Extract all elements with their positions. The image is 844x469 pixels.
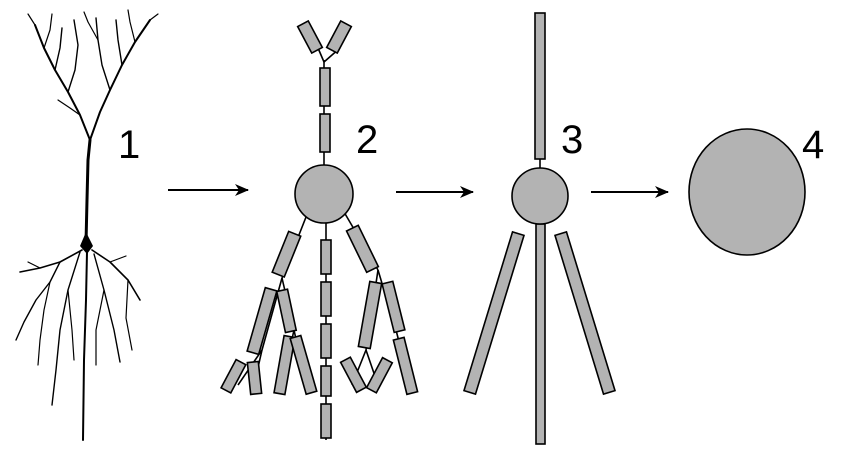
basal-compartment [535, 223, 546, 445]
basal-compartment [273, 334, 296, 396]
reduced-compartment-model [462, 12, 617, 445]
basal-compartment [320, 365, 332, 397]
apical-compartment [319, 113, 331, 153]
basal-compartment [275, 288, 298, 334]
basal-compartment [357, 280, 383, 350]
basal-compartment [381, 280, 406, 334]
pyramidal-neuron-drawing [15, 9, 159, 441]
basal-compartment [246, 286, 278, 356]
multi-compartment-model [219, 19, 419, 440]
basal-compartment [339, 356, 368, 394]
basal-compartment [320, 239, 332, 275]
basal-compartment [219, 358, 247, 395]
basal-compartment [365, 356, 394, 394]
panel-label-2: 2 [356, 118, 378, 162]
soma-compartment [294, 164, 354, 224]
panel-label-3: 3 [561, 118, 583, 162]
panel-label-1: 1 [118, 123, 140, 167]
apical-compartment [319, 67, 331, 107]
basal-compartment [246, 360, 263, 396]
soma-compartment [511, 167, 569, 225]
point-neuron-model [688, 128, 806, 256]
basal-compartment [320, 281, 332, 317]
soma [80, 232, 93, 254]
panel-label-4: 4 [802, 123, 824, 167]
basal-compartment [392, 336, 419, 396]
basal-compartment [462, 230, 526, 396]
basal-compartment [320, 403, 332, 439]
basal-compartment [271, 230, 302, 279]
point-compartment [688, 128, 806, 256]
tuft-compartment [325, 19, 353, 55]
basal-compartment [289, 334, 318, 396]
basal-compartment [553, 230, 617, 396]
tuft-compartment [296, 19, 324, 55]
basal-compartment [345, 224, 380, 274]
apical-compartment [534, 12, 546, 160]
basal-compartment [320, 323, 332, 359]
